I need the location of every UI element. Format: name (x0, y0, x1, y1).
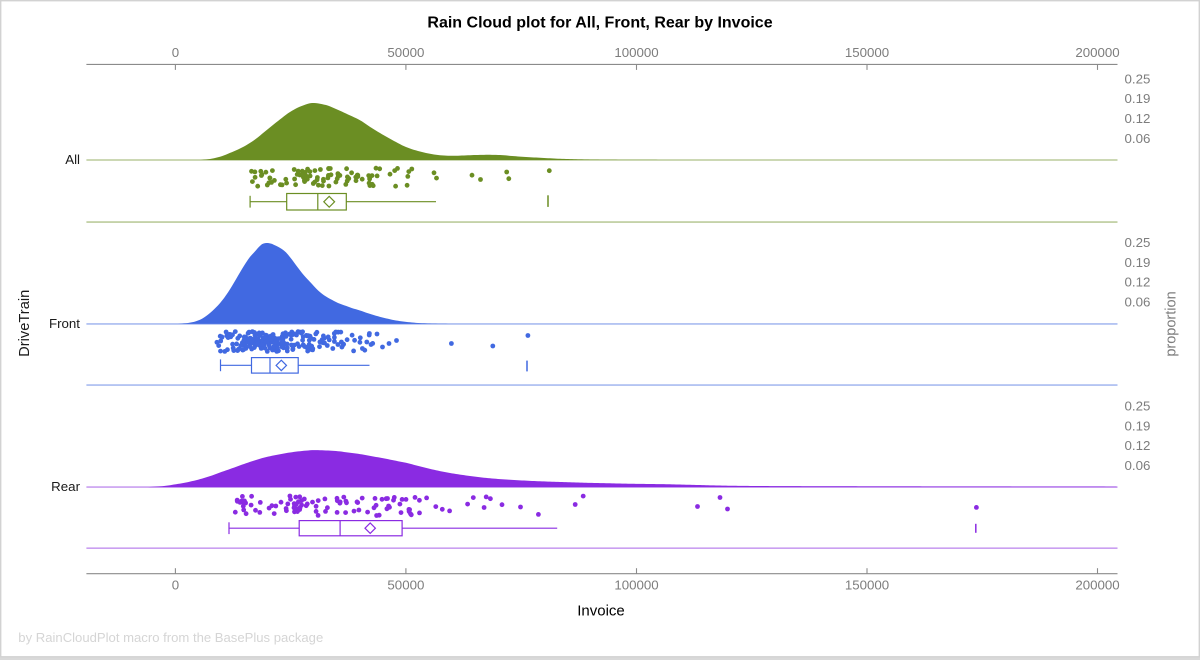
svg-text:200000: 200000 (1075, 578, 1119, 593)
svg-text:DriveTrain: DriveTrain (17, 290, 33, 357)
svg-text:Rain Cloud plot for All, Front: Rain Cloud plot for All, Front, Rear by … (427, 15, 772, 32)
svg-text:100000: 100000 (614, 578, 658, 593)
svg-text:0.25: 0.25 (1125, 235, 1151, 250)
svg-text:200000: 200000 (1075, 45, 1119, 60)
svg-text:0.19: 0.19 (1125, 91, 1151, 106)
svg-text:0.12: 0.12 (1125, 275, 1151, 290)
svg-text:0.19: 0.19 (1125, 418, 1151, 433)
svg-text:by RainCloudPlot macro from th: by RainCloudPlot macro from the BasePlus… (18, 630, 323, 645)
svg-text:Rear: Rear (51, 479, 80, 494)
svg-text:proportion: proportion (1164, 291, 1180, 356)
svg-text:0.12: 0.12 (1125, 438, 1151, 453)
svg-text:0.06: 0.06 (1125, 458, 1151, 473)
svg-text:0.25: 0.25 (1125, 71, 1151, 86)
svg-text:150000: 150000 (845, 45, 889, 60)
svg-text:All: All (65, 152, 80, 167)
svg-text:150000: 150000 (845, 578, 889, 593)
svg-text:0: 0 (172, 578, 179, 593)
svg-text:50000: 50000 (387, 578, 424, 593)
svg-text:Invoice: Invoice (577, 603, 625, 620)
svg-text:100000: 100000 (614, 45, 658, 60)
svg-text:0.12: 0.12 (1125, 111, 1151, 126)
svg-text:Front: Front (49, 316, 80, 331)
svg-text:0.06: 0.06 (1125, 131, 1151, 146)
svg-text:0.19: 0.19 (1125, 255, 1151, 270)
svg-text:0: 0 (172, 45, 179, 60)
svg-text:50000: 50000 (387, 45, 424, 60)
svg-text:0.25: 0.25 (1125, 399, 1151, 414)
svg-text:0.06: 0.06 (1125, 295, 1151, 310)
